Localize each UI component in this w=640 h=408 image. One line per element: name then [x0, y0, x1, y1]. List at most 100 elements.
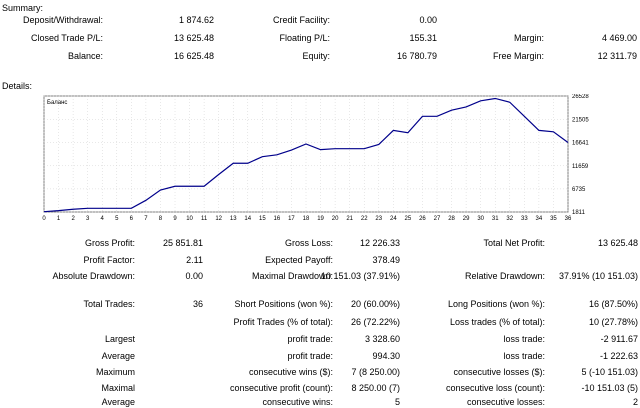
x-tick-label: 25	[405, 216, 412, 222]
x-tick-label: 33	[521, 216, 528, 222]
x-tick-label: 12	[215, 216, 222, 222]
x-tick-label: 8	[159, 216, 163, 222]
summary-title: Summary:	[2, 3, 44, 13]
x-tick-label: 7	[144, 216, 148, 222]
x-tick-label: 14	[244, 216, 251, 222]
balance-value: 16 625.48	[173, 51, 214, 61]
balance-series-line	[43, 97, 569, 213]
largest-loss-label: loss trade:	[503, 334, 545, 344]
x-tick-label: 22	[361, 216, 368, 222]
max-drawdown-value: 10 151.03 (37.91%)	[320, 271, 400, 281]
balance-label: Balance:	[67, 51, 103, 61]
floating-pl-value: 155.31	[409, 33, 437, 43]
balance-chart: 0 1 2 3 4 5 6 7 8 9 10 11 12 13 14 15 16 17 18 19 20 21 22 23 24…	[42, 94, 592, 222]
y-tick-label: 26528	[572, 94, 589, 100]
average-loss-label: loss trade:	[503, 351, 545, 361]
x-tick-label: 26	[419, 216, 426, 222]
x-tick-label: 28	[448, 216, 455, 222]
x-tick-label: 31	[492, 216, 499, 222]
x-tick-label: 35	[550, 216, 557, 222]
total-trades-label: Total Trades:	[83, 299, 135, 309]
average-loss-value: -1 222.63	[599, 351, 638, 361]
largest-profit-label: profit trade:	[287, 334, 333, 344]
x-tick-label: 2	[71, 216, 75, 222]
closed-pl-label: Closed Trade P/L:	[30, 33, 103, 43]
x-tick-label: 16	[274, 216, 281, 222]
gross-profit-value: 25 851.81	[162, 238, 203, 248]
avg-cons-wins-value: 5	[394, 397, 400, 407]
chart-legend-text: Баланс	[47, 100, 67, 106]
closed-pl-value: 13 625.48	[173, 33, 214, 43]
y-tick-label: 6735	[572, 187, 586, 193]
gross-loss-label: Gross Loss:	[284, 238, 333, 248]
avg-cons-losses-label: consecutive losses:	[466, 397, 545, 407]
average-label: Average	[101, 351, 135, 361]
rel-drawdown-label: Relative Drawdown:	[464, 271, 545, 281]
maximal-cons-profit-label: consecutive profit (count):	[229, 383, 333, 393]
x-tick-label: 5	[115, 216, 119, 222]
equity-value: 16 780.79	[396, 51, 437, 61]
avg-cons-losses-value: 2	[632, 397, 638, 407]
credit-label: Credit Facility:	[272, 15, 330, 25]
y-tick-label: 1811	[572, 210, 586, 216]
maximal-cons-loss-value: -10 151.03 (5)	[581, 383, 638, 393]
profit-trades-value: 26 (72.22%)	[350, 317, 400, 327]
x-tick-label: 36	[565, 216, 572, 222]
floating-pl-label: Floating P/L:	[279, 33, 330, 43]
short-positions-value: 20 (60.00%)	[350, 299, 400, 309]
x-tick-label: 9	[173, 216, 177, 222]
x-tick-label: 20	[332, 216, 339, 222]
maximal-cons-loss-label: consecutive loss (count):	[445, 383, 545, 393]
short-positions-label: Short Positions (won %):	[234, 299, 333, 309]
x-tick-label: 30	[477, 216, 484, 222]
gross-loss-value: 12 226.33	[359, 238, 400, 248]
loss-trades-value: 10 (27.78%)	[588, 317, 638, 327]
profit-factor-label: Profit Factor:	[83, 255, 135, 265]
max-cons-wins-value: 7 (8 250.00)	[351, 367, 400, 377]
largest-label: Largest	[104, 334, 135, 344]
abs-drawdown-label: Absolute Drawdown:	[52, 271, 135, 281]
balance-chart-svg: 0 1 2 3 4 5 6 7 8 9 10 11 12 13 14 15 16 17 18 19 20 21 22 23 24…	[42, 94, 589, 222]
total-net-value: 13 625.48	[597, 238, 638, 248]
maximal-cons-profit-value: 8 250.00 (7)	[351, 383, 400, 393]
free-margin-label: Free Margin:	[492, 51, 544, 61]
x-tick-label: 1	[57, 216, 61, 222]
gross-profit-label: Gross Profit:	[84, 238, 135, 248]
max-cons-losses-value: 5 (-10 151.03)	[581, 367, 638, 377]
equity-label: Equity:	[302, 51, 330, 61]
x-tick-label: 13	[230, 216, 237, 222]
margin-value: 4 469.00	[601, 33, 637, 43]
x-tick-label: 4	[101, 216, 105, 222]
rel-drawdown-value: 37.91% (10 151.03)	[558, 271, 638, 281]
average-profit-value: 994.30	[372, 351, 400, 361]
x-tick-label: 18	[303, 216, 310, 222]
maximal-label: Maximal	[101, 383, 135, 393]
details-title: Details:	[2, 81, 33, 91]
long-positions-label: Long Positions (won %):	[447, 299, 545, 309]
profit-factor-value: 2.11	[186, 255, 203, 265]
x-tick-label: 19	[317, 216, 324, 222]
average-profit-label: profit trade:	[287, 351, 333, 361]
free-margin-value: 12 311.79	[597, 51, 637, 61]
y-tick-label: 11659	[572, 164, 589, 170]
abs-drawdown-value: 0.00	[185, 271, 203, 281]
maximum-label: Maximum	[95, 367, 135, 377]
average2-label: Average	[101, 397, 135, 407]
largest-profit-value: 3 328.60	[364, 334, 400, 344]
x-tick-label: 3	[86, 216, 90, 222]
long-positions-value: 16 (87.50%)	[588, 299, 638, 309]
x-tick-label: 0	[42, 216, 46, 222]
x-tick-label: 6	[130, 216, 134, 222]
x-tick-label: 24	[390, 216, 397, 222]
x-tick-label: 29	[463, 216, 470, 222]
y-tick-label: 16641	[572, 140, 589, 146]
loss-trades-label: Loss trades (% of total):	[449, 317, 545, 327]
max-drawdown-label: Maximal Drawdown:	[251, 271, 333, 281]
y-tick-label: 21505	[572, 118, 589, 124]
total-trades-value: 36	[192, 299, 203, 309]
max-cons-wins-label: consecutive wins ($):	[248, 367, 333, 377]
margin-label: Margin:	[513, 33, 544, 43]
credit-value: 0.00	[419, 15, 437, 25]
x-tick-label: 10	[186, 216, 193, 222]
x-tick-label: 21	[346, 216, 353, 222]
